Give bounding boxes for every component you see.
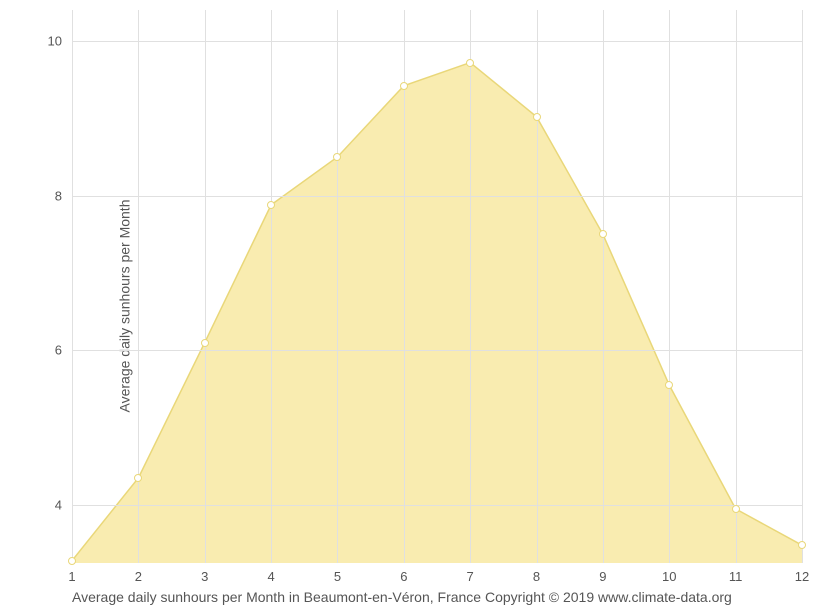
x-tick-label: 10 [662, 569, 676, 584]
data-marker [533, 113, 541, 121]
gridline-horizontal [72, 196, 802, 197]
area-path-svg [72, 10, 802, 563]
y-tick-label: 10 [48, 33, 62, 48]
data-marker [400, 82, 408, 90]
x-tick-label: 9 [599, 569, 606, 584]
chart-caption: Average daily sunhours per Month in Beau… [72, 589, 732, 605]
x-tick-label: 7 [467, 569, 474, 584]
data-marker [732, 505, 740, 513]
gridline-vertical [72, 10, 73, 563]
x-tick-label: 6 [400, 569, 407, 584]
x-tick-label: 11 [729, 569, 743, 584]
x-tick-label: 5 [334, 569, 341, 584]
data-marker [267, 201, 275, 209]
x-tick-label: 12 [795, 569, 809, 584]
gridline-vertical [802, 10, 803, 563]
y-tick-label: 4 [55, 497, 62, 512]
gridline-horizontal [72, 41, 802, 42]
data-marker [68, 557, 76, 565]
plot-area: 12345678910111246810 [72, 10, 802, 563]
area-fill [72, 63, 802, 563]
gridline-horizontal [72, 350, 802, 351]
gridline-vertical [271, 10, 272, 563]
gridline-vertical [669, 10, 670, 563]
gridline-vertical [337, 10, 338, 563]
x-tick-label: 4 [267, 569, 274, 584]
gridline-vertical [603, 10, 604, 563]
y-tick-label: 8 [55, 188, 62, 203]
x-tick-label: 8 [533, 569, 540, 584]
gridline-vertical [470, 10, 471, 563]
data-marker [201, 339, 209, 347]
gridline-vertical [537, 10, 538, 563]
gridline-vertical [736, 10, 737, 563]
gridline-horizontal [72, 505, 802, 506]
data-marker [466, 59, 474, 67]
x-tick-label: 1 [68, 569, 75, 584]
sunhours-chart: Average daily sunhours per Month 1234567… [0, 0, 815, 611]
gridline-vertical [404, 10, 405, 563]
y-tick-label: 6 [55, 343, 62, 358]
x-tick-label: 3 [201, 569, 208, 584]
data-marker [798, 541, 806, 549]
data-marker [599, 230, 607, 238]
gridline-vertical [205, 10, 206, 563]
x-tick-label: 2 [135, 569, 142, 584]
data-marker [333, 153, 341, 161]
data-marker [665, 381, 673, 389]
data-marker [134, 474, 142, 482]
